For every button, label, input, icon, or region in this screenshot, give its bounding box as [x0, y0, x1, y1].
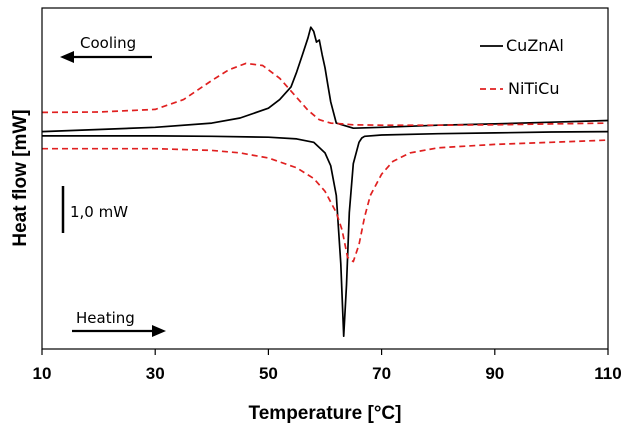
plot-area-frame [41, 7, 609, 350]
x-tick-label: 90 [485, 364, 504, 383]
x-tick-label: 10 [33, 364, 52, 383]
x-tick-label: 110 [594, 364, 621, 383]
legend-label-niticu: NiTiCu [508, 79, 559, 98]
x-axis-label: Temperature [°C] [249, 403, 402, 424]
y-axis-label: Heat flow [mW] [10, 109, 31, 246]
plot-lines [41, 26, 609, 338]
legend-label-cuznal: CuZnAl [506, 36, 564, 55]
series-cuznal-heating-line [42, 130, 609, 338]
series-cuznal-cooling-line [41, 26, 609, 133]
x-tick-label: 30 [146, 364, 165, 383]
scale-bar-label: 1,0 mW [70, 203, 128, 221]
cooling-arrow [60, 51, 152, 63]
cooling-label: Cooling [80, 34, 136, 52]
heating-arrow [72, 325, 166, 337]
legend: CuZnAl NiTiCu [480, 36, 564, 98]
series-niticu-heating-line [42, 139, 609, 263]
series-niticu-cooling-line [41, 62, 609, 127]
x-tick-label: 50 [259, 364, 278, 383]
x-tick-label: 70 [372, 364, 391, 383]
heating-label: Heating [76, 309, 135, 327]
x-axis-ticks: 10 30 50 70 90 110 [33, 349, 622, 383]
